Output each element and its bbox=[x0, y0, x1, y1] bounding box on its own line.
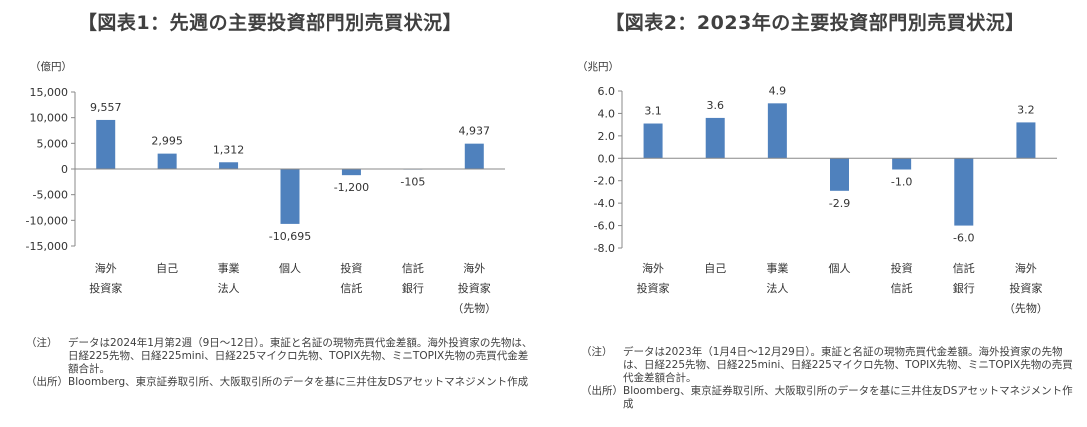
category-label: 投資家 bbox=[1009, 281, 1042, 295]
data-label: -2.9 bbox=[829, 197, 850, 210]
bar bbox=[157, 153, 177, 169]
category-label: 事業 bbox=[218, 262, 240, 275]
data-label: 4,937 bbox=[459, 125, 491, 138]
bar bbox=[954, 158, 974, 226]
y-tick-label: -8.0 bbox=[594, 242, 615, 255]
source-tag: （出所） bbox=[26, 376, 68, 388]
source-text: Bloomberg、東京証券取引所、大阪取引所のデータを基に三井住友DSアセット… bbox=[623, 385, 1073, 410]
note-text: データは2023年（1月4日～12月29日）。東証と名証の現物売買代金差額。海外… bbox=[623, 346, 1073, 384]
note-tag: （注） bbox=[581, 346, 613, 358]
unit-label: （億円） bbox=[30, 60, 72, 73]
category-label: 投資家 bbox=[458, 281, 491, 295]
y-tick-label: 2.0 bbox=[598, 130, 616, 143]
category-label: 投資家 bbox=[89, 281, 122, 295]
y-tick-label: 5,000 bbox=[37, 137, 69, 150]
category-label: 海外 bbox=[642, 261, 664, 275]
data-label: 1,312 bbox=[213, 143, 245, 156]
data-label: -105 bbox=[400, 176, 425, 189]
bar bbox=[341, 169, 361, 176]
data-label: 3.2 bbox=[1017, 103, 1035, 116]
bar bbox=[1016, 122, 1036, 159]
bar bbox=[767, 103, 787, 159]
source-tag: （出所） bbox=[581, 385, 623, 397]
data-label: -6.0 bbox=[953, 232, 974, 245]
y-tick-label: 4.0 bbox=[598, 107, 616, 120]
note-text: データは2024年1月第2週（9日～12日）。東証と名証の現物売買代金差額。海外… bbox=[68, 337, 533, 375]
category-label: 投資 bbox=[891, 261, 913, 275]
bar bbox=[830, 158, 849, 191]
data-label: -1.0 bbox=[891, 176, 912, 189]
category-label: （先物） bbox=[1004, 301, 1048, 315]
source-text: Bloomberg、東京証券取引所、大阪取引所のデータを基に三井住友DSアセット… bbox=[68, 376, 529, 388]
bar-chart-2: （兆円） 6.0 4.0 2.0 0.0 -2.0 -4.0 -6.0 -8.0 3.1 3.6 4.… bbox=[577, 61, 1057, 315]
y-tick-label: 6.0 bbox=[598, 85, 616, 98]
category-label: 信託 bbox=[340, 281, 362, 295]
bar-chart-1: （億円） 15,000 10,000 5,000 0 -5,000 -10,000 -15,0… bbox=[26, 60, 505, 315]
data-label: -10,695 bbox=[269, 230, 311, 243]
y-tick-label: 10,000 bbox=[30, 112, 69, 125]
chart-notes-2: （注） データは2023年（1月4日～12月29日）。東証と名証の現物売買代金差… bbox=[581, 346, 1081, 411]
category-label: 個人 bbox=[279, 262, 301, 275]
chart-panel-1: 【図表1：先週の主要投資部門別売買状況】 （億円） 15,000 10,000 5,0… bbox=[0, 0, 540, 427]
chart-panel-2: 【図表2：2023年の主要投資部門別売買状況】 （兆円） 6.0 4.0 2.0 0.0… bbox=[545, 0, 1085, 427]
category-label: 海外 bbox=[463, 261, 485, 275]
data-label: 3.6 bbox=[706, 99, 724, 112]
chart-title: 【図表2：2023年の主要投資部門別売買状況】 bbox=[605, 12, 1025, 34]
bar bbox=[643, 123, 663, 159]
unit-label: （兆円） bbox=[577, 61, 619, 73]
bar bbox=[219, 162, 239, 169]
chart-title: 【図表1：先週の主要投資部門別売買状況】 bbox=[77, 12, 463, 34]
data-label: 9,557 bbox=[90, 101, 122, 114]
category-label: 信託 bbox=[891, 281, 913, 295]
category-label: 信託 bbox=[402, 261, 424, 275]
bar bbox=[705, 117, 725, 159]
category-label: 個人 bbox=[829, 262, 851, 275]
bar bbox=[892, 158, 912, 170]
category-label: （先物） bbox=[452, 301, 496, 315]
y-tick-label: 0 bbox=[61, 163, 68, 176]
data-label: 4.9 bbox=[769, 84, 787, 97]
y-tick-label: -15,000 bbox=[26, 240, 68, 253]
bar bbox=[464, 143, 484, 169]
data-label: -1,200 bbox=[334, 181, 369, 194]
y-tick-label: -5,000 bbox=[33, 189, 68, 202]
category-label: 信託 bbox=[953, 261, 975, 275]
category-label: 海外 bbox=[95, 261, 117, 275]
category-label: 投資 bbox=[340, 261, 362, 275]
category-label: 法人 bbox=[218, 281, 240, 295]
y-tick-label: 15,000 bbox=[30, 86, 69, 99]
category-label: 銀行 bbox=[953, 281, 975, 295]
chart-notes-1: （注） データは2024年1月第2週（9日～12日）。東証と名証の現物売買代金差… bbox=[26, 337, 536, 389]
data-label: 3.1 bbox=[644, 105, 662, 118]
y-tick-label: -6.0 bbox=[594, 220, 615, 233]
note-tag: （注） bbox=[26, 337, 58, 349]
category-label: 自己 bbox=[704, 262, 726, 275]
category-label: 法人 bbox=[766, 281, 788, 295]
bar bbox=[280, 169, 300, 224]
y-tick-label: -10,000 bbox=[26, 214, 68, 227]
y-tick-label: 0.0 bbox=[598, 152, 616, 165]
y-tick-label: -4.0 bbox=[594, 197, 615, 210]
category-label: 投資家 bbox=[637, 281, 670, 295]
category-label: 銀行 bbox=[402, 281, 424, 295]
category-label: 自己 bbox=[156, 262, 178, 275]
bar bbox=[96, 119, 116, 169]
category-label: 海外 bbox=[1015, 261, 1037, 275]
data-label: 2,995 bbox=[151, 135, 183, 148]
y-tick-label: -2.0 bbox=[594, 175, 615, 188]
category-label: 事業 bbox=[766, 262, 788, 275]
